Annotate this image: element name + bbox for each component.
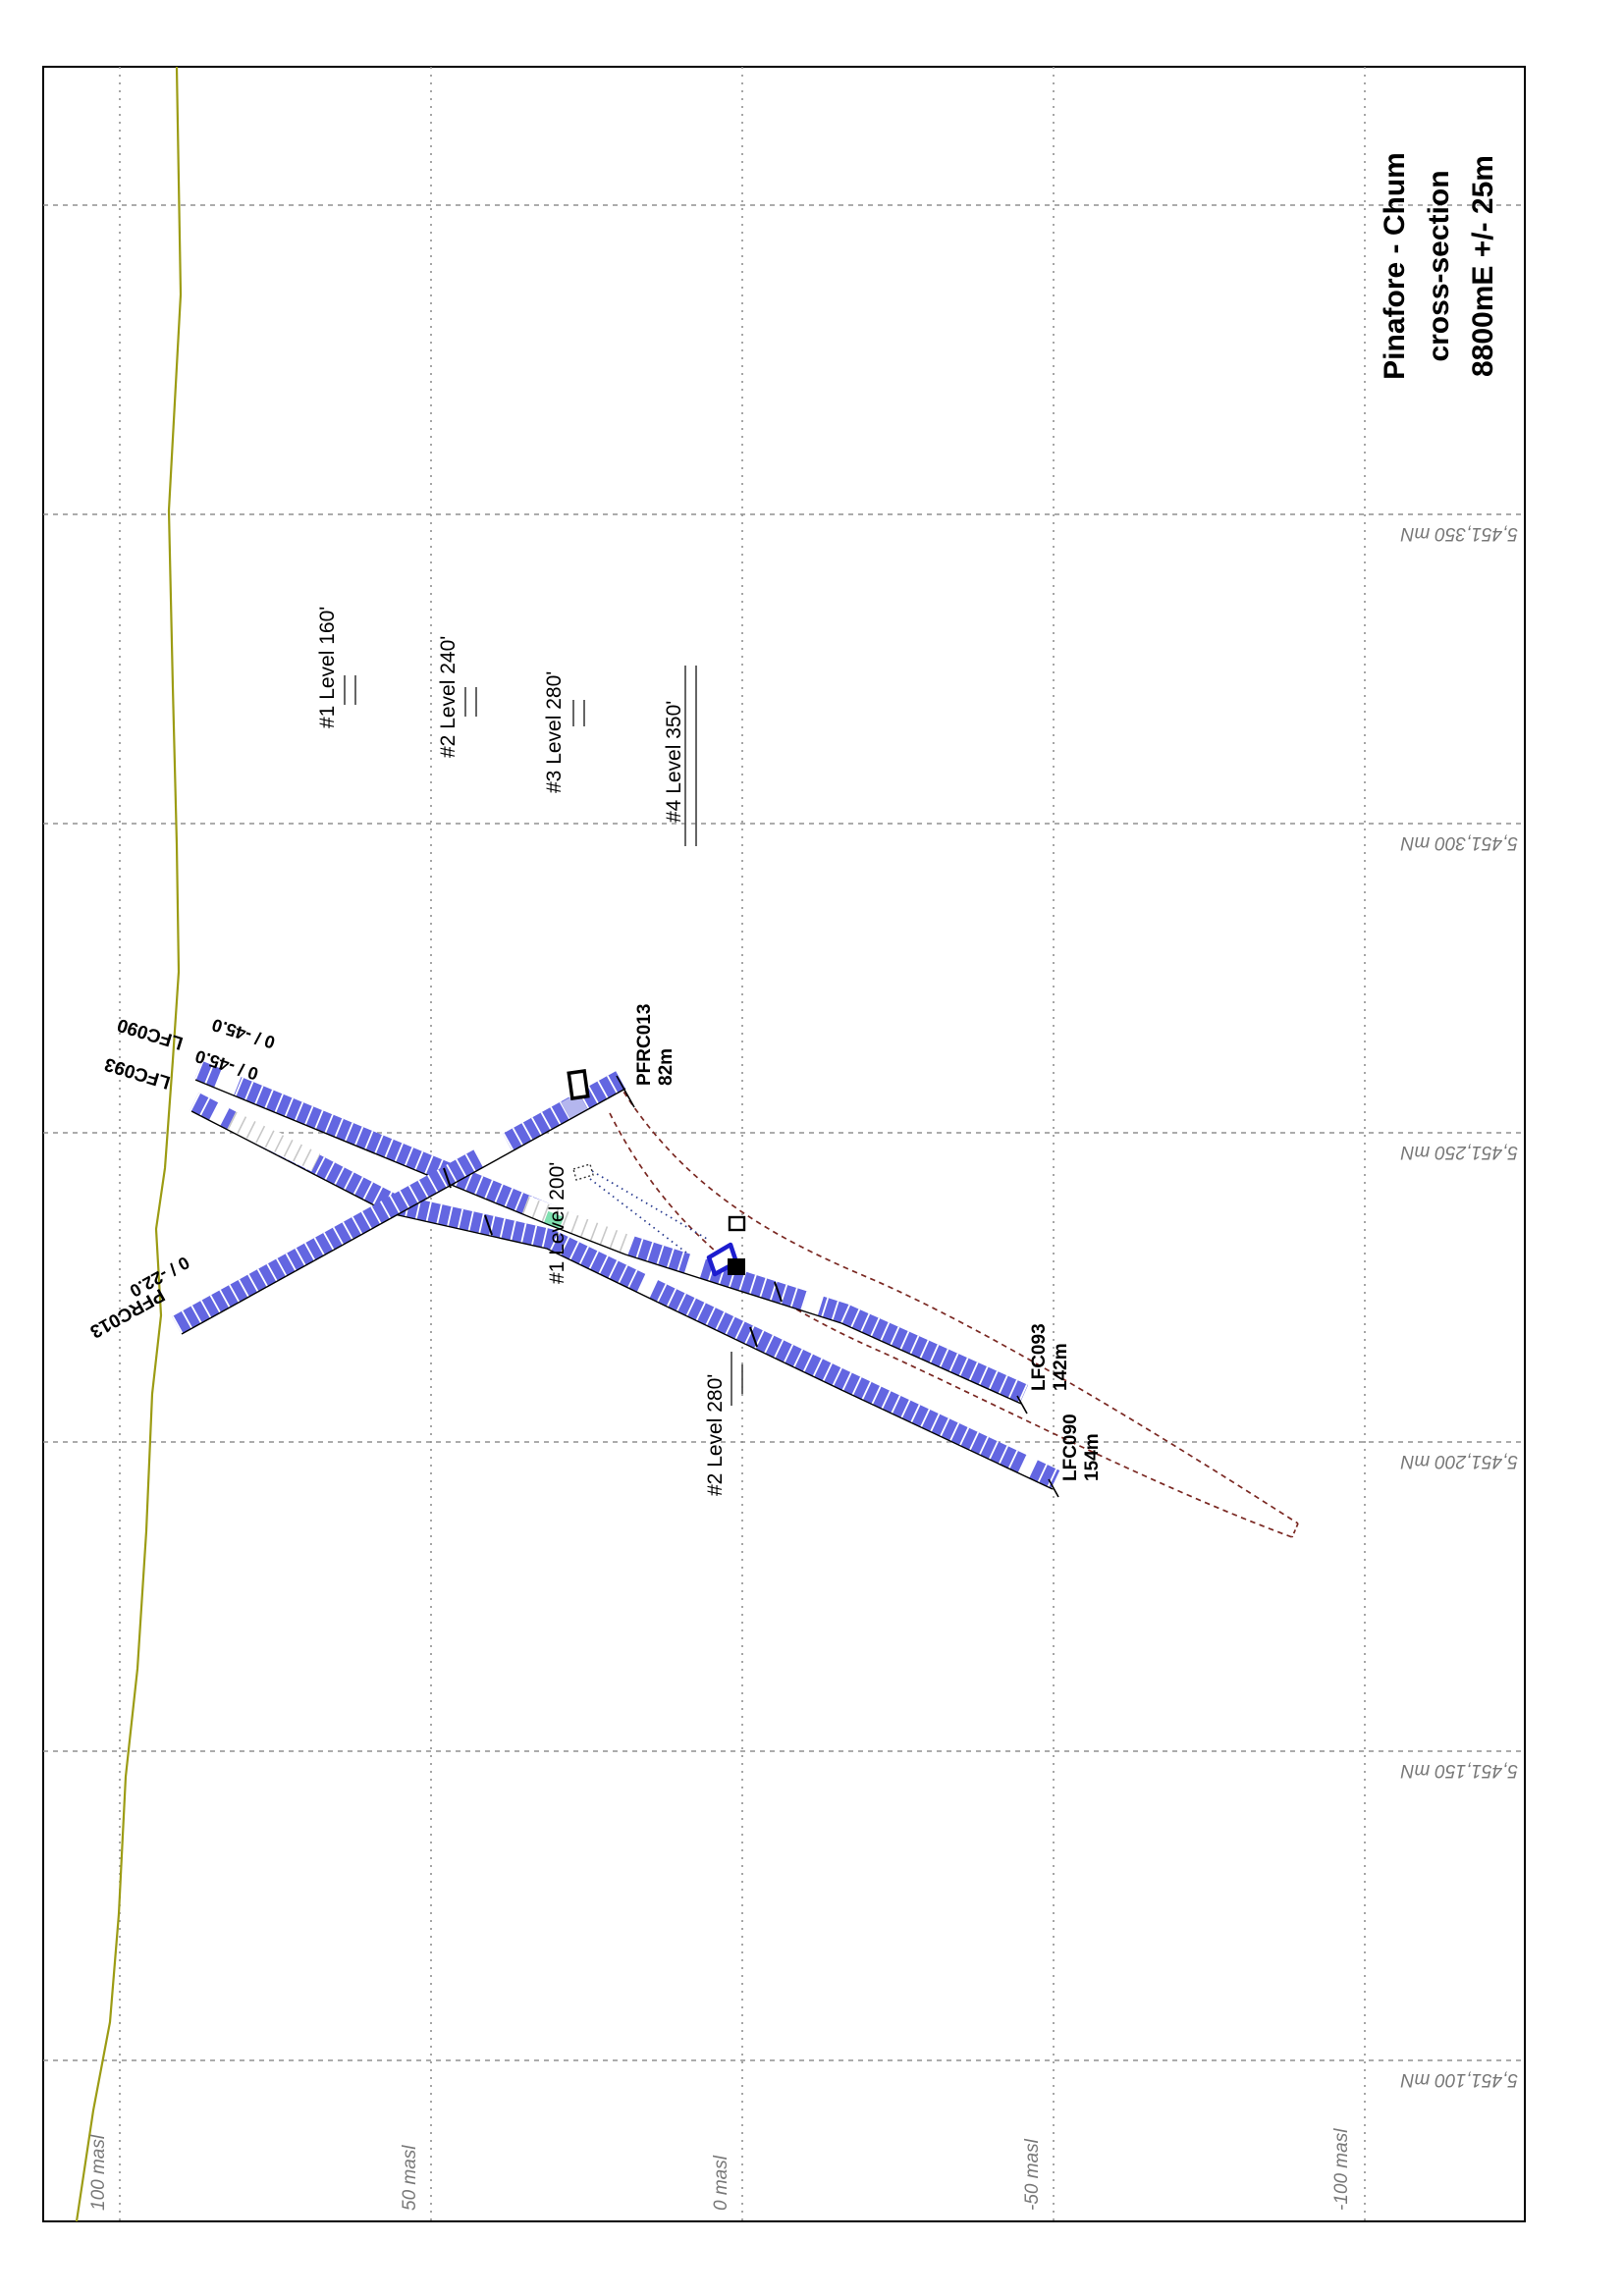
end-of-hole-tick [1016,1395,1028,1415]
section-title-line3: 8800mE +/- 25m [1467,155,1499,377]
northing-label-5451300: 5,451,300 mN [1400,832,1518,853]
surface-topography-line [75,66,183,2222]
northing-grid-lines [43,204,1525,2061]
grid-lines [43,67,1525,2221]
end-of-hole-tick [1048,1478,1059,1498]
level-label-350: #4 Level 350' [663,700,685,823]
level-label-280-deep: #2 Level 280' [704,1373,727,1496]
zone-leader-lines [572,1163,708,1263]
elevation-label-0: 0 masl [711,2156,731,2211]
eoh-label-lfc090: LFC090 154m [1060,1387,1104,1481]
dotted-zone-box [572,1163,594,1181]
northing-label-5451100: 5,451,100 mN [1400,2069,1518,2090]
eoh-depth-lfc093: 142m [1051,1343,1071,1391]
eoh-name-pfrc013: PFRC013 [634,1003,655,1086]
level-label-280: #3 Level 280' [543,670,566,793]
elevation-label-100: 100 masl [88,2134,109,2211]
section-title-line2: cross-section [1423,170,1455,362]
assay-interval-lavender [561,1093,588,1120]
eoh-name-lfc090: LFC090 [1060,1414,1081,1481]
northing-label-5451350: 5,451,350 mN [1400,523,1518,544]
level-label-160: #1 Level 160' [316,606,339,728]
drill-trace-pfrc013 [172,1071,635,1335]
northing-label-5451200: 5,451,200 mN [1400,1451,1518,1471]
elevation-label-m100: -100 masl [1331,2128,1352,2211]
plot-border [42,66,1526,2222]
section-title: Pinafore - Chum cross-section 8800mE +/-… [1373,108,1505,424]
elevation-label-m50: -50 masl [1022,2139,1043,2211]
level-symbols [344,666,743,1406]
end-of-hole-tick [616,1075,635,1108]
elevation-label-50: 50 masl [400,2145,420,2211]
eoh-label-lfc093: LFC093 142m [1029,1297,1072,1391]
eoh-label-pfrc013: PFRC013 82m [634,991,677,1086]
eoh-name-lfc093: LFC093 [1029,1323,1050,1391]
open-square-marker [728,1215,746,1232]
eoh-depth-lfc090: 154m [1082,1433,1103,1481]
level-label-240: #2 Level 240' [437,635,460,758]
filled-square-marker [728,1258,745,1275]
level-intersection-ticks [443,1167,783,1348]
elevation-grid-lines [119,67,1366,2221]
level-label-200: #1 Level 200' [546,1161,568,1284]
northing-label-5451150: 5,451,150 mN [1400,1760,1518,1781]
drill-trace-lfc090 [189,1093,1060,1498]
open-rectangle-marker [567,1069,590,1100]
assay-interval-green [543,1210,565,1230]
eoh-depth-pfrc013: 82m [656,1047,677,1086]
drill-trace-lfc093 [194,1060,1029,1415]
projection-dashed-lines [609,1083,1299,1538]
northing-label-5451250: 5,451,250 mN [1400,1142,1518,1162]
section-title-line1: Pinafore - Chum [1379,152,1411,380]
